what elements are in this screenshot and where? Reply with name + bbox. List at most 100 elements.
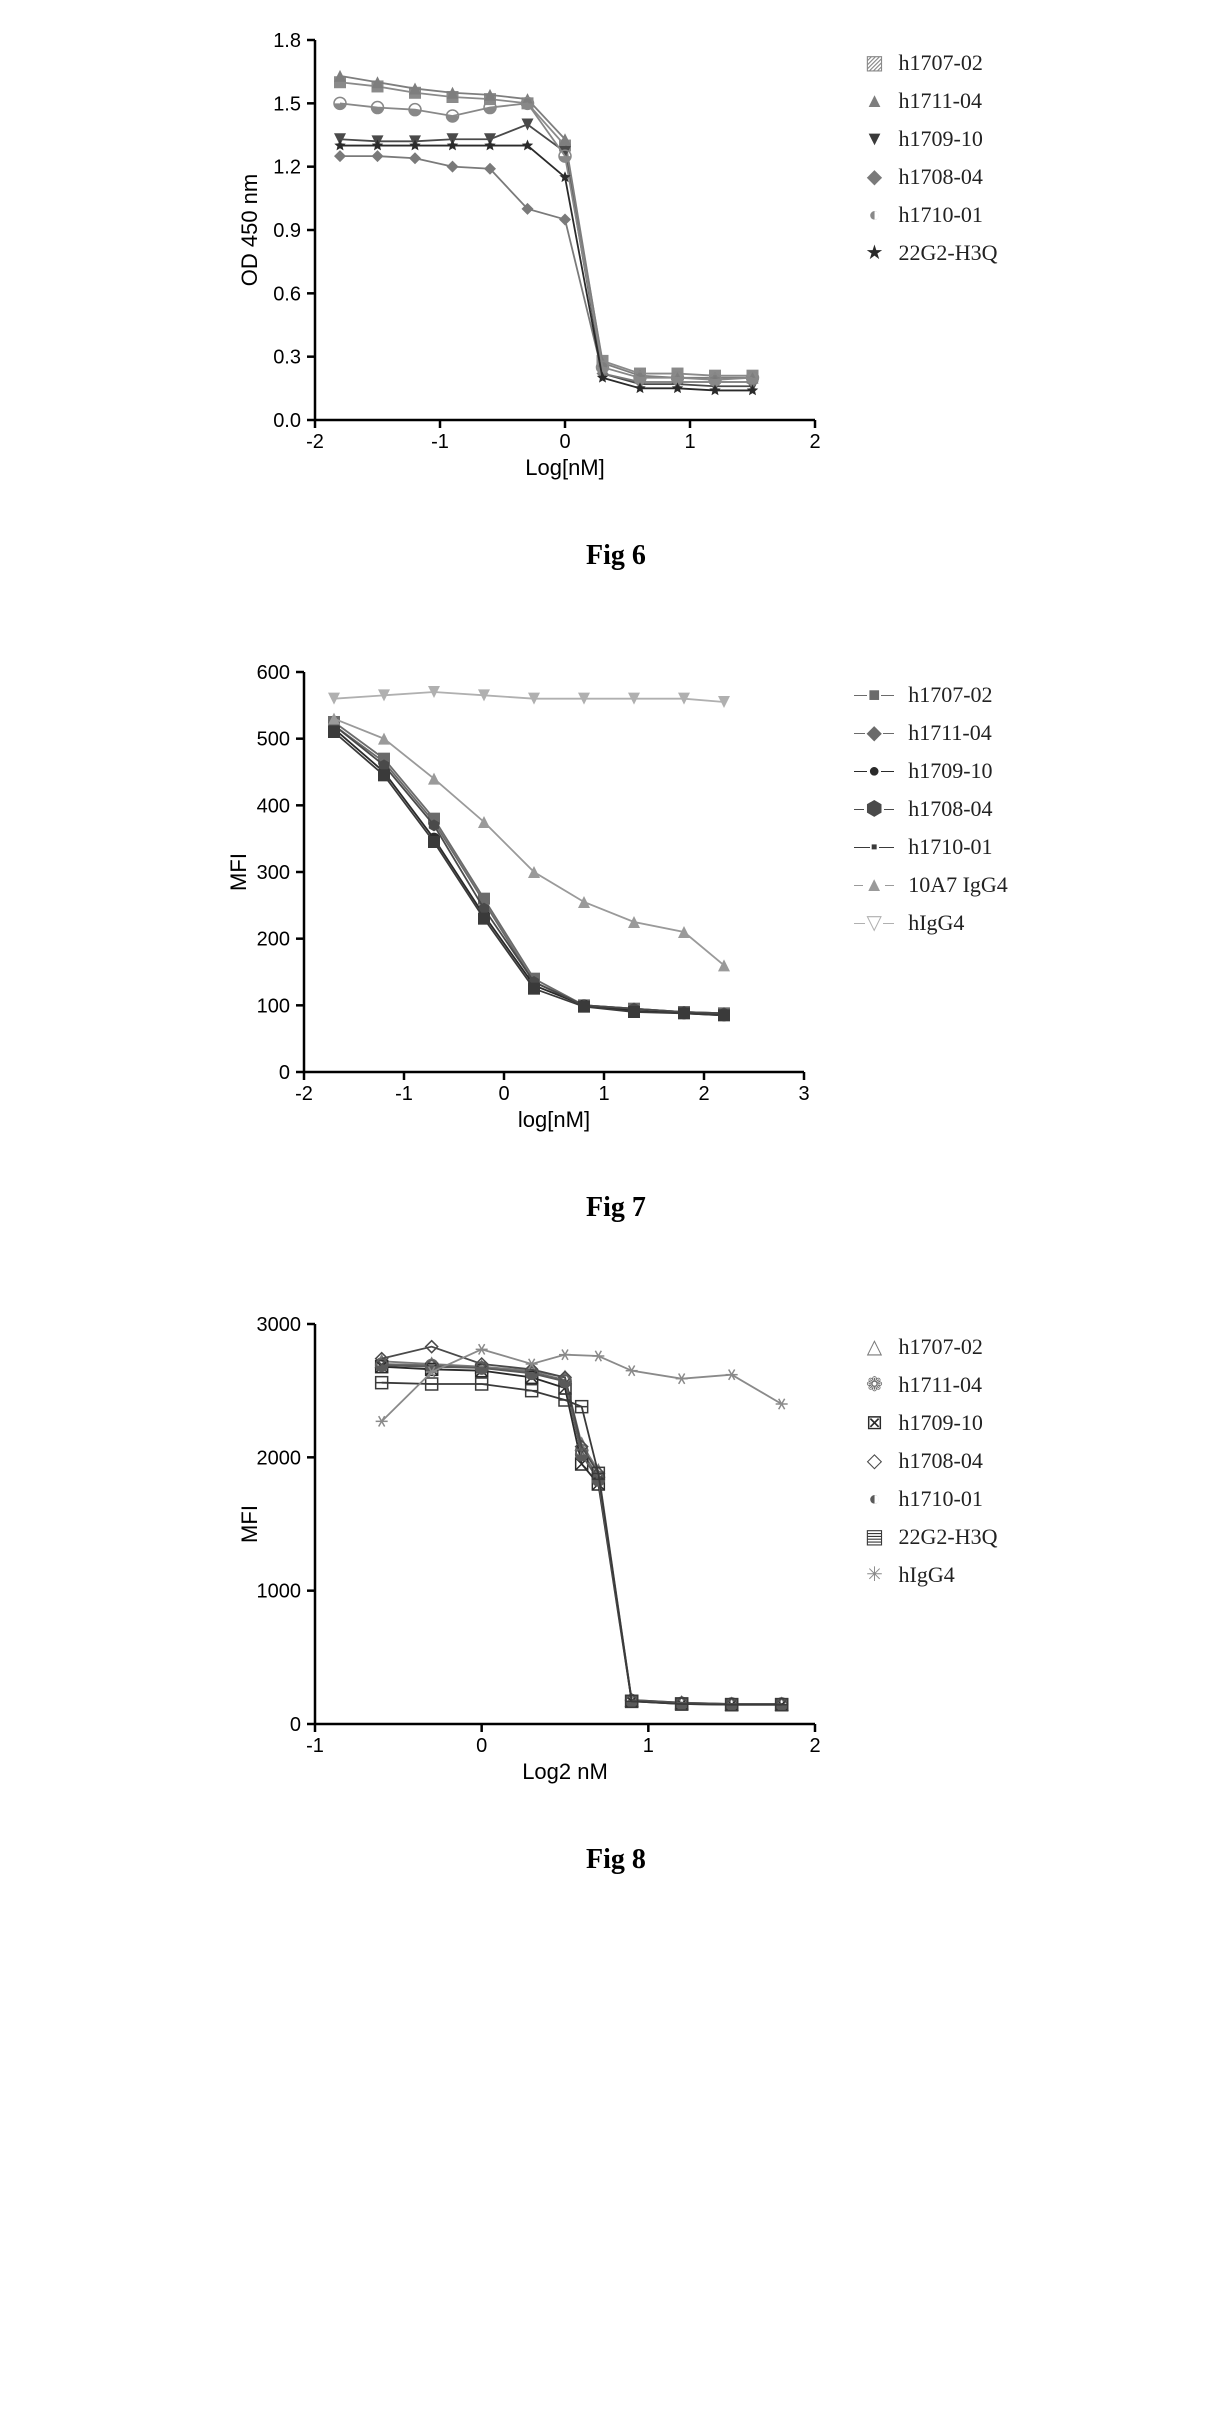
series-line xyxy=(381,1365,781,1704)
legend-label: 22G2-H3Q xyxy=(899,240,998,266)
figure-8-caption: Fig 8 xyxy=(586,1844,646,1876)
series-marker xyxy=(484,140,495,151)
legend-item: ▲ h1711-04 xyxy=(865,88,998,114)
svg-text:-1: -1 xyxy=(395,1083,413,1105)
figure-7-caption: Fig 7 xyxy=(586,1192,646,1224)
legend-marker-icon: ● xyxy=(854,761,894,781)
legend-marker-icon: ▪ xyxy=(854,837,894,857)
svg-text:1: 1 xyxy=(684,431,695,453)
svg-text:2: 2 xyxy=(809,431,820,453)
figure-8-chart: 0100020003000-1012Log2 nMMFI xyxy=(235,1304,835,1794)
series-marker xyxy=(425,1378,437,1390)
legend-item: ■h1707-02 xyxy=(854,682,1008,708)
figure-7: 0100200300400500600-2-10123log[nM]MFI ■h… xyxy=(20,652,1212,1224)
legend-marker-icon: ▨ xyxy=(865,53,885,73)
legend-item: ◐h1710-01 xyxy=(865,1486,998,1512)
series-marker xyxy=(378,733,390,745)
svg-text:-2: -2 xyxy=(306,431,324,453)
svg-text:0: 0 xyxy=(499,1083,510,1105)
legend-label: h1711-04 xyxy=(899,88,983,114)
legend-marker-icon: ⬢ xyxy=(854,799,894,819)
legend-item: ▽hIgG4 xyxy=(854,910,1008,936)
series-marker xyxy=(528,983,540,995)
figure-8-legend: △h1707-02 ❁ h1711-04 ⊠ h1709-10 ◇h1708-04 ◐h17… xyxy=(865,1334,998,1588)
legend-label: h1710-01 xyxy=(899,202,983,228)
svg-text:500: 500 xyxy=(257,729,290,751)
legend-marker-icon: ✳ xyxy=(865,1565,885,1585)
series-marker xyxy=(428,836,440,848)
legend-item: ▤22G2-H3Q xyxy=(865,1524,998,1550)
figure-6-caption: Fig 6 xyxy=(586,540,646,572)
legend-marker-icon: ▲ xyxy=(865,91,885,111)
legend-marker-icon: ▲ xyxy=(854,875,894,895)
legend-label: h1707-02 xyxy=(908,682,992,708)
legend-item: ● h1709-10 xyxy=(854,758,1008,784)
svg-text:2: 2 xyxy=(699,1083,710,1105)
legend-item: ▨h1707-02 xyxy=(865,50,998,76)
figure-6-legend: ▨h1707-02▲h1711-04▼h1709-10◆h1708-04◐h17… xyxy=(865,50,998,266)
svg-text:0: 0 xyxy=(476,1735,487,1757)
svg-text:600: 600 xyxy=(257,662,290,684)
legend-item: △h1707-02 xyxy=(865,1334,998,1360)
legend-item: ◆h1711-04 xyxy=(854,720,1008,746)
series-line xyxy=(340,156,753,382)
series-marker xyxy=(334,140,345,151)
legend-item: ⊠ h1709-10 xyxy=(865,1410,998,1436)
legend-item: ◇h1708-04 xyxy=(865,1448,998,1474)
svg-text:200: 200 xyxy=(257,929,290,951)
svg-text:Log[nM]: Log[nM] xyxy=(525,455,605,480)
svg-text:1.2: 1.2 xyxy=(273,157,301,179)
series-marker xyxy=(334,150,346,162)
series-marker xyxy=(678,1007,690,1019)
series-marker xyxy=(475,1344,487,1354)
figure-7-legend: ■h1707-02◆h1711-04●h1709-10⬢h1708-04▪h17… xyxy=(854,682,1008,936)
legend-item: ▪h1710-01 xyxy=(854,834,1008,860)
series-marker xyxy=(371,150,383,162)
legend-label: h1711-04 xyxy=(908,720,992,746)
legend-marker-icon: ❁ xyxy=(865,1375,885,1395)
legend-label: h1709-10 xyxy=(908,758,992,784)
series-marker xyxy=(525,1385,537,1397)
svg-text:0: 0 xyxy=(279,1062,290,1084)
svg-text:2: 2 xyxy=(809,1735,820,1757)
series-marker xyxy=(578,1001,590,1013)
legend-marker-icon: ◆ xyxy=(865,167,885,187)
svg-text:300: 300 xyxy=(257,862,290,884)
series-line xyxy=(340,124,753,386)
legend-label: hIgG4 xyxy=(899,1562,955,1588)
figure-7-row: 0100200300400500600-2-10123log[nM]MFI ■h… xyxy=(224,652,1008,1142)
series-line xyxy=(381,1383,781,1705)
legend-label: 10A7 IgG4 xyxy=(908,872,1008,898)
series-line xyxy=(381,1349,781,1421)
svg-text:log[nM]: log[nM] xyxy=(518,1107,590,1132)
legend-label: h1710-01 xyxy=(899,1486,983,1512)
svg-text:0: 0 xyxy=(559,431,570,453)
series-line xyxy=(334,719,724,966)
figure-6-chart: 0.00.30.60.91.21.51.8-2-1012Log[nM]OD 45… xyxy=(235,20,835,490)
series-marker xyxy=(775,1399,787,1409)
svg-text:2000: 2000 xyxy=(256,1447,301,1469)
legend-label: h1711-04 xyxy=(899,1372,983,1398)
series-marker xyxy=(446,110,458,122)
svg-text:MFI: MFI xyxy=(226,853,251,891)
legend-marker-icon: ▤ xyxy=(865,1527,885,1547)
svg-text:1.8: 1.8 xyxy=(273,30,301,52)
series-marker xyxy=(378,769,390,781)
series-marker xyxy=(675,1373,687,1383)
svg-text:0.9: 0.9 xyxy=(273,220,301,242)
series-marker xyxy=(592,1351,604,1361)
series-marker xyxy=(625,1365,637,1375)
figure-8-row: 0100020003000-1012Log2 nMMFI △h1707-02❁h… xyxy=(235,1304,998,1794)
series-marker xyxy=(559,1349,571,1359)
legend-label: h1707-02 xyxy=(899,1334,983,1360)
svg-text:-2: -2 xyxy=(295,1083,313,1105)
legend-label: h1708-04 xyxy=(908,796,992,822)
legend-marker-icon: ⊠ xyxy=(865,1413,885,1433)
legend-item: ✳ hIgG4 xyxy=(865,1562,998,1588)
legend-marker-icon: ▼ xyxy=(865,129,885,149)
svg-text:0.6: 0.6 xyxy=(273,283,301,305)
series-marker xyxy=(628,1006,640,1018)
legend-item: ◐h1710-01 xyxy=(865,202,998,228)
series-marker xyxy=(446,161,458,173)
legend-label: h1709-10 xyxy=(899,1410,983,1436)
